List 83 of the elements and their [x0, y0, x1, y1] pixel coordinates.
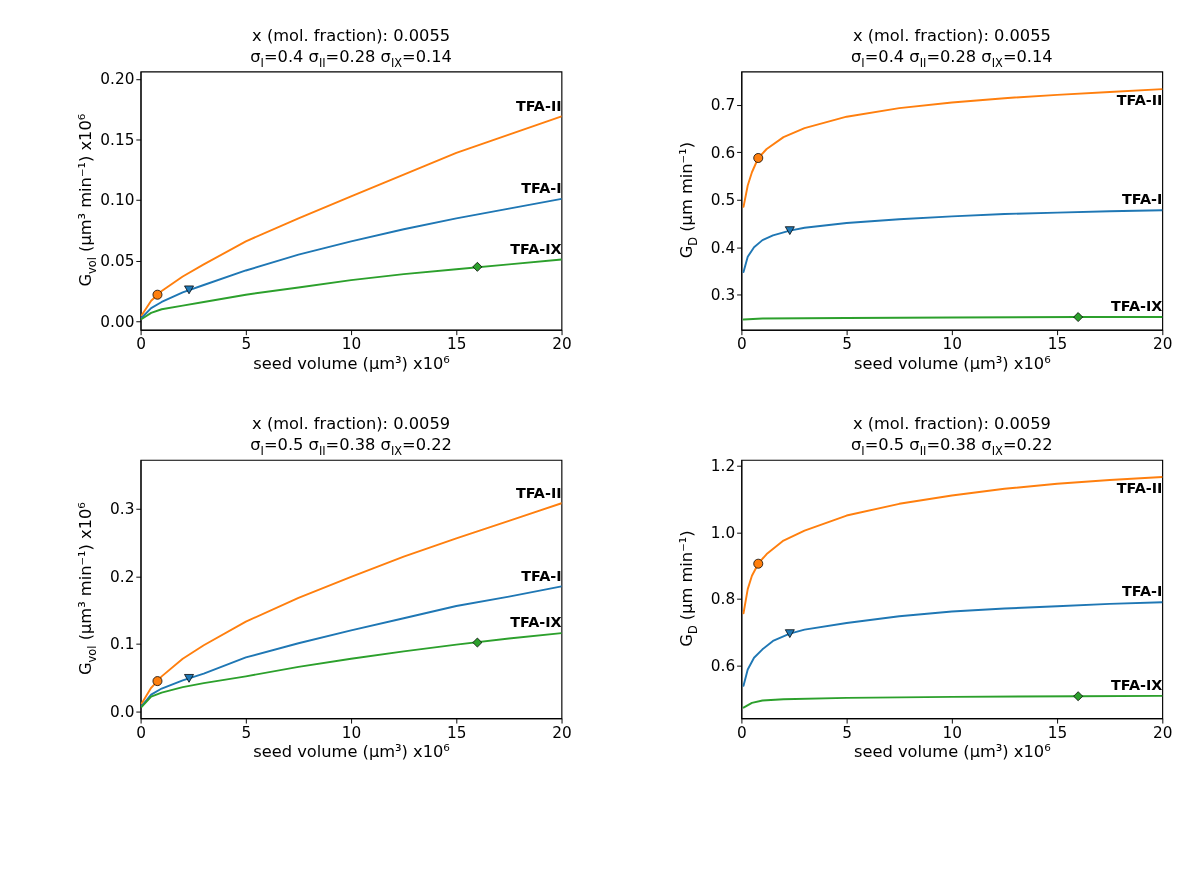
- y-tick-label: 0.7: [710, 96, 736, 115]
- line-series: [742, 476, 1163, 615]
- series-label: TFA-IX: [1111, 298, 1163, 315]
- x-axis-title: seed volume (µm³) x10⁶: [854, 742, 1051, 762]
- line-series: [742, 209, 1163, 273]
- x-tick-label: 0: [136, 335, 146, 354]
- y-tick-label: 0.3: [710, 286, 736, 305]
- y-tick-label: 0.2: [110, 567, 135, 586]
- series-label: TFA-I: [1122, 191, 1163, 208]
- point: [472, 637, 483, 648]
- y-tick-label: 0.6: [710, 143, 736, 162]
- chart-title: x (mol. fraction): 0.0059: [252, 414, 451, 434]
- x-tick-label: 0: [737, 335, 747, 354]
- point: [784, 629, 795, 638]
- x-tick-label: 10: [942, 723, 963, 742]
- series-label: TFA-II: [1116, 92, 1163, 109]
- x-tick-label: 0: [136, 723, 146, 742]
- point: [184, 674, 194, 683]
- series-label: TFA-IX: [510, 614, 562, 631]
- x-tick-label: 0: [737, 723, 747, 742]
- point: [753, 153, 764, 163]
- y-tick-label: 0.6: [710, 657, 736, 676]
- point: [152, 289, 163, 300]
- point: [784, 226, 795, 235]
- y-tick-label: 0.20: [100, 70, 135, 89]
- y-tick-label: 1.0: [710, 523, 736, 542]
- point: [753, 558, 764, 569]
- line-series: [140, 197, 562, 319]
- x-tick-label: 5: [241, 335, 252, 354]
- chart-title: x (mol. fraction): 0.0055: [252, 25, 451, 45]
- line-series: [140, 502, 562, 705]
- series-label: TFA-I: [521, 567, 562, 584]
- y-tick-label: 1.2: [710, 456, 736, 475]
- x-tick-label: 15: [1047, 335, 1068, 354]
- series-label: TFA-II: [515, 97, 562, 114]
- x-tick-label: 10: [341, 723, 362, 742]
- x-tick-label: 20: [1153, 723, 1173, 742]
- x-tick-label: 15: [447, 335, 467, 354]
- y-tick-label: 0.1: [110, 635, 135, 654]
- y-tick-label: 0.8: [710, 590, 736, 609]
- line-series: [140, 115, 562, 317]
- x-tick-label: 5: [241, 723, 252, 742]
- x-axis-title: seed volume (µm³) x10⁶: [253, 742, 450, 762]
- line-series: [140, 585, 562, 708]
- x-tick-label: 20: [1153, 335, 1173, 354]
- x-tick-label: 10: [942, 335, 963, 354]
- y-tick-label: 0.15: [100, 130, 135, 149]
- series-label: TFA-I: [1122, 583, 1163, 600]
- y-tick-label: 0.0: [110, 702, 135, 721]
- line-series: [140, 632, 562, 708]
- x-tick-label: 20: [552, 723, 572, 742]
- series-label: TFA-II: [1116, 480, 1163, 497]
- x-axis-title: seed volume (µm³) x10⁶: [854, 353, 1051, 373]
- point: [184, 285, 194, 295]
- series-label: TFA-IX: [1111, 677, 1163, 694]
- line-series: [140, 258, 562, 320]
- y-axis-title: GD (µm min⁻¹): [676, 141, 700, 259]
- x-tick-label: 15: [447, 723, 467, 742]
- y-tick-label: 0.4: [710, 238, 736, 257]
- point: [472, 261, 483, 272]
- chart-title: x (mol. fraction): 0.0055: [852, 25, 1051, 45]
- x-axis-title: seed volume (µm³) x10⁶: [253, 353, 450, 373]
- x-tick-label: 10: [341, 335, 362, 354]
- y-axis-title: GD (µm min⁻¹): [676, 530, 700, 647]
- x-tick-label: 20: [552, 335, 572, 354]
- series-label: TFA-I: [521, 180, 562, 197]
- x-tick-label: 15: [1047, 723, 1068, 742]
- y-tick-label: 0.5: [710, 191, 736, 210]
- y-tick-label: 0.00: [100, 312, 135, 331]
- series-label: TFA-IX: [510, 240, 562, 257]
- point: [1073, 312, 1084, 322]
- point: [152, 676, 163, 687]
- x-tick-label: 5: [842, 723, 852, 742]
- line-series: [742, 88, 1163, 208]
- y-tick-label: 0.3: [110, 499, 135, 518]
- y-axis-title: Gvol (µm³ min⁻¹) x10⁶: [75, 113, 99, 287]
- point: [1073, 691, 1084, 702]
- chart-title: x (mol. fraction): 0.0059: [852, 414, 1051, 434]
- x-tick-label: 5: [842, 335, 852, 354]
- y-tick-label: 0.10: [100, 191, 135, 210]
- series-label: TFA-II: [515, 484, 562, 501]
- y-tick-label: 0.05: [100, 252, 135, 271]
- y-axis-title: Gvol (µm³ min⁻¹) x10⁶: [75, 502, 99, 675]
